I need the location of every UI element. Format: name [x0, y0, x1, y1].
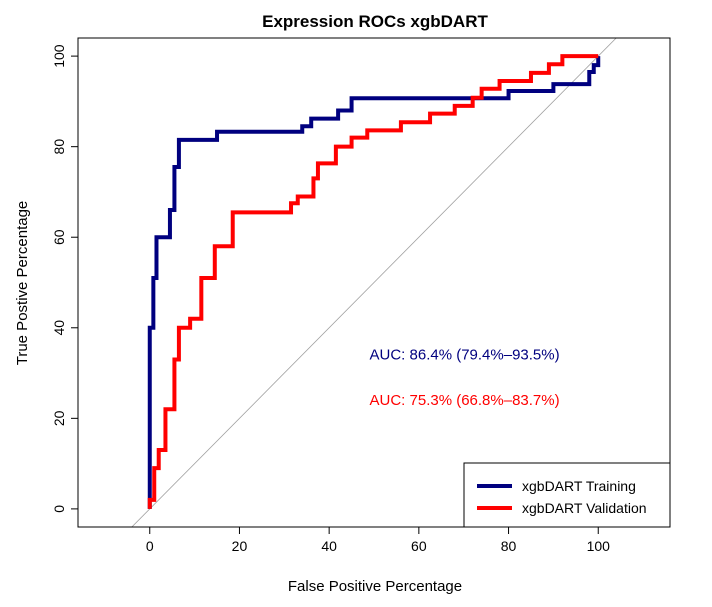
x-tick-label: 60 [411, 538, 427, 554]
y-axis-label: True Postive Percentage [14, 201, 31, 366]
y-tick-label: 60 [51, 229, 67, 245]
chart-title: Expression ROCs xgbDART [262, 12, 488, 31]
legend-box [463, 462, 671, 528]
y-tick-label: 100 [51, 44, 67, 68]
x-tick-label: 0 [146, 538, 154, 554]
y-tick-label: 20 [51, 410, 67, 426]
roc-line-training [147, 56, 601, 509]
roc-line-validation [147, 54, 599, 509]
x-tick-label: 100 [587, 538, 611, 554]
y-tick-label: 0 [51, 505, 67, 513]
legend-label-training: xgbDART Training [522, 478, 636, 494]
legend: xgbDART Training xgbDART Validation [463, 462, 671, 528]
legend-label-validation: xgbDART Validation [522, 500, 647, 516]
x-axis-label: False Positive Percentage [288, 578, 462, 595]
x-tick-label: 20 [232, 538, 248, 554]
auc-annotations: AUC: 86.4% (79.4%–93.5%) AUC: 75.3% (66.8… [370, 346, 560, 408]
auc-annotation-training: AUC: 86.4% (79.4%–93.5%) [370, 346, 560, 363]
x-axis: 0 20 40 60 80 100 [146, 526, 611, 554]
x-tick-label: 40 [321, 538, 337, 554]
auc-annotation-validation: AUC: 75.3% (66.8%–83.7%) [370, 392, 560, 409]
plot-content [131, 38, 617, 527]
y-tick-label: 80 [51, 139, 67, 155]
x-tick-label: 80 [501, 538, 517, 554]
y-tick-label: 40 [51, 320, 67, 336]
diagonal-reference-line [131, 38, 617, 527]
y-axis: 0 20 40 60 80 100 [51, 44, 79, 513]
